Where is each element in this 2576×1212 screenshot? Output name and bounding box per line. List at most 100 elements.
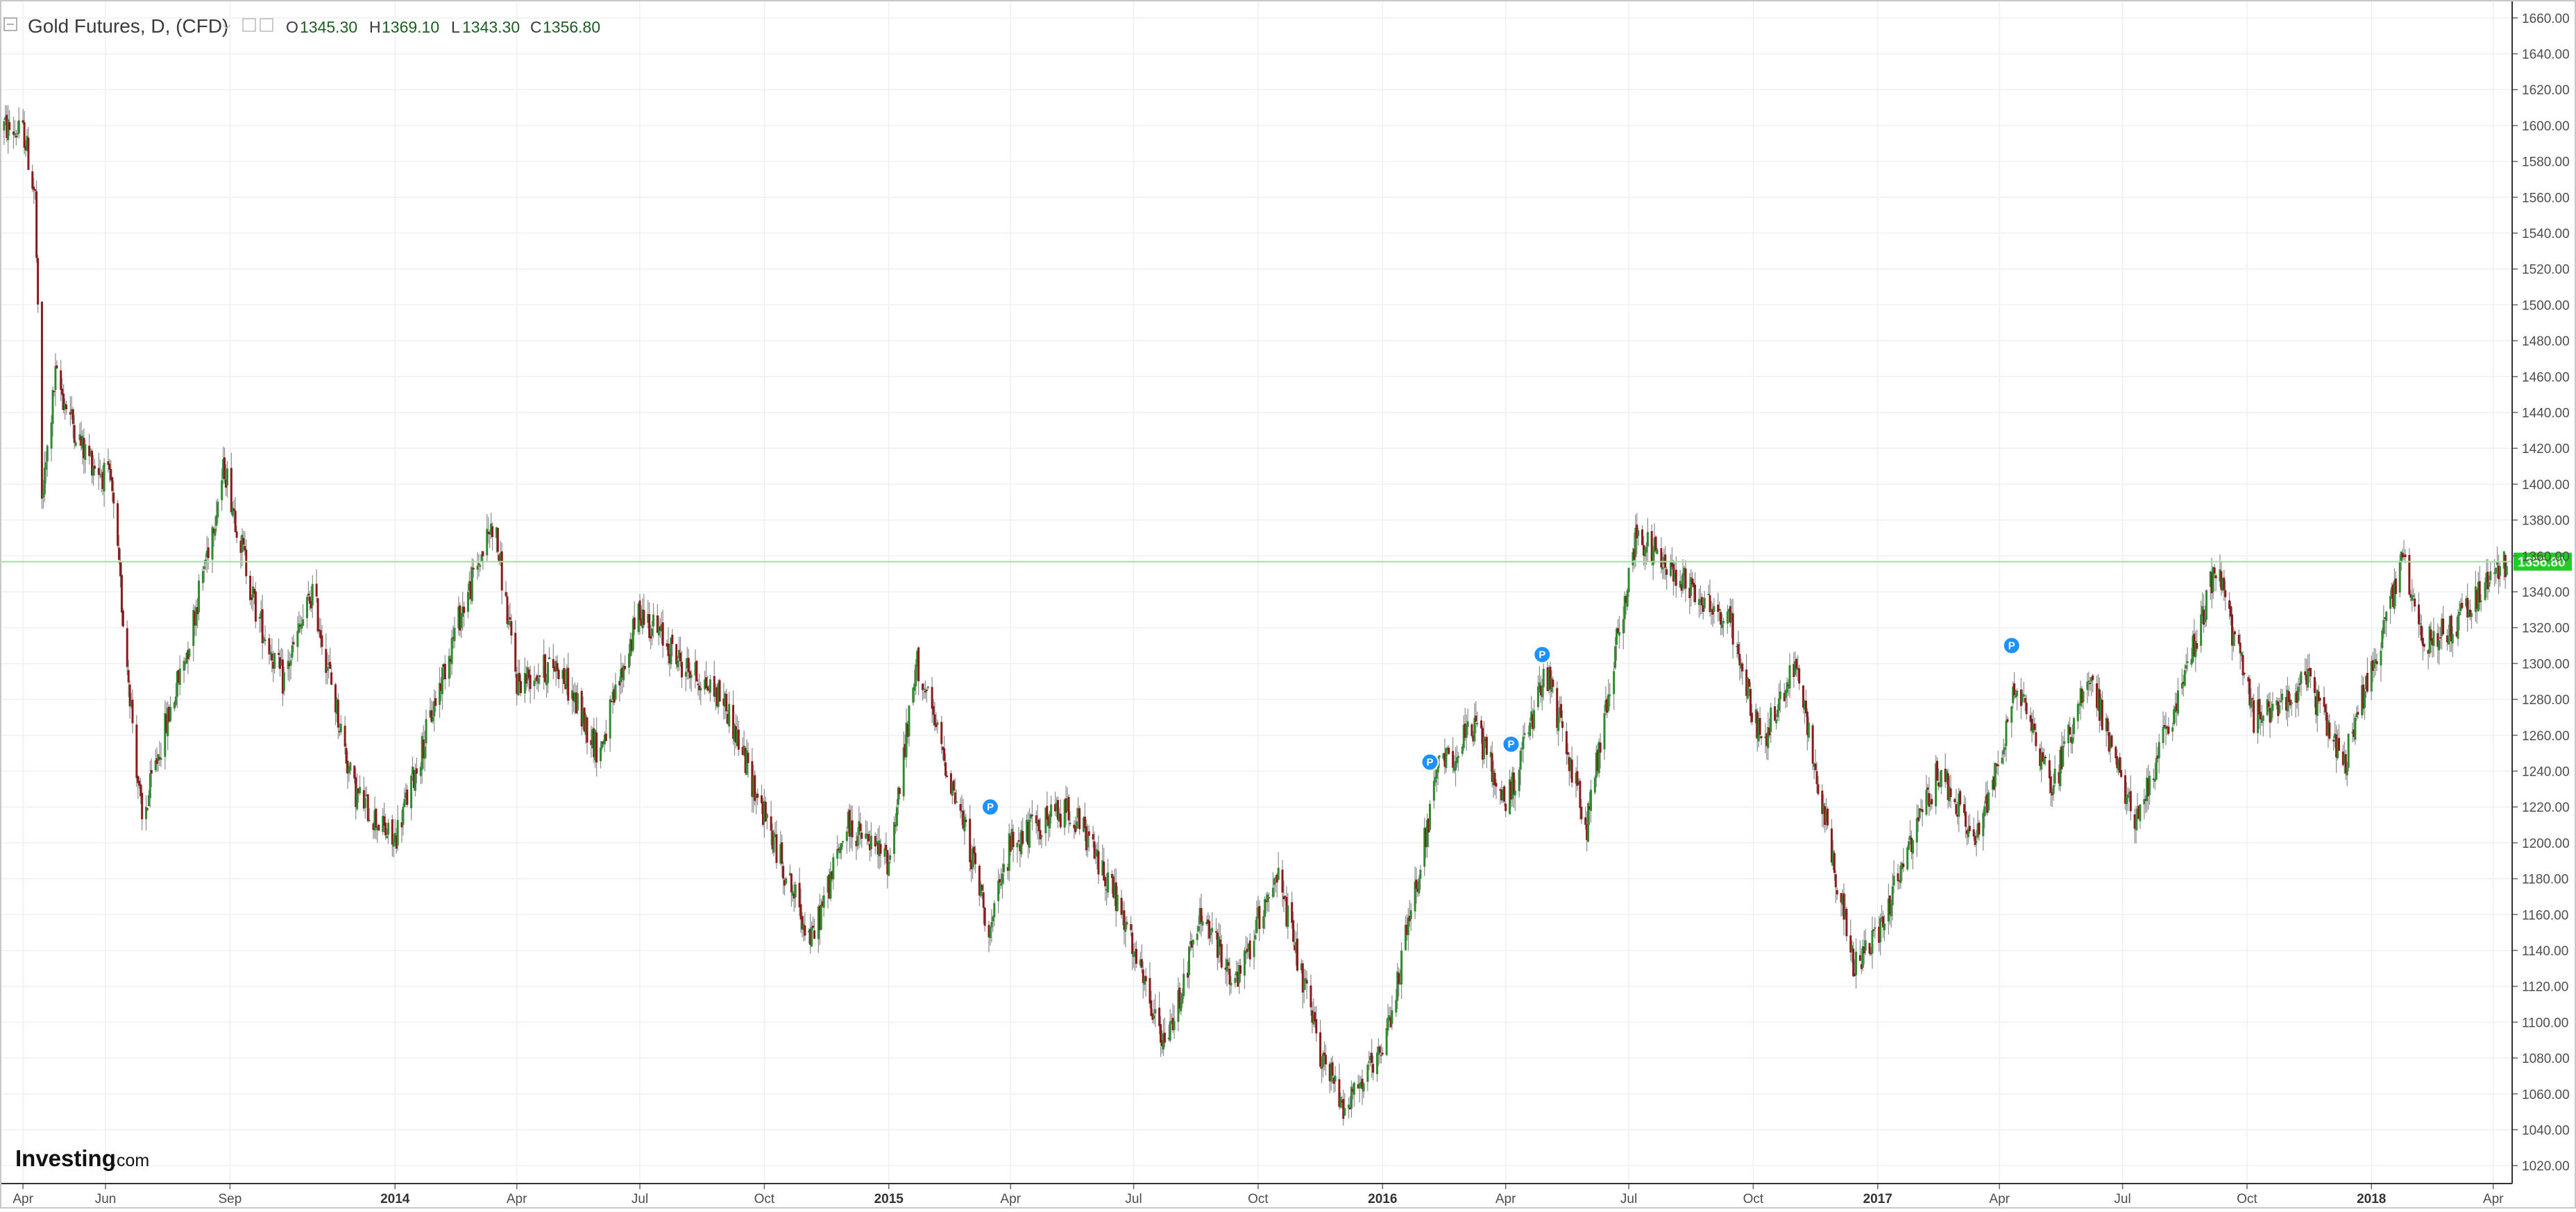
candle-down	[973, 846, 976, 854]
time-tick-label: Apr	[12, 1192, 33, 1206]
candle-up	[1189, 941, 1192, 945]
candle-up	[2005, 721, 2008, 746]
candle-up	[421, 735, 423, 770]
candle-down	[751, 761, 754, 797]
price-tick-label: 1160.00	[2522, 908, 2568, 923]
candle-down	[2220, 571, 2223, 590]
candle-up	[2240, 652, 2243, 656]
candle-up	[457, 606, 460, 629]
candle-up	[1366, 1064, 1369, 1082]
candle-up	[364, 798, 366, 808]
event-marker[interactable]: P	[2002, 636, 2021, 655]
candle-down	[1239, 965, 1242, 974]
candle-up	[1777, 698, 1780, 711]
candle-up	[471, 567, 473, 601]
candle-down	[2420, 625, 2423, 641]
candle-up	[2086, 681, 2089, 690]
candle-up	[1634, 527, 1637, 558]
candle-up	[897, 787, 899, 805]
candle-down	[1937, 782, 1940, 787]
candle-up	[414, 770, 416, 791]
candle-up	[652, 614, 655, 626]
candle-down	[1074, 826, 1077, 833]
event-marker[interactable]: P	[1502, 735, 1520, 753]
candle-up	[1210, 932, 1212, 935]
price-tick-label: 1080.00	[2522, 1052, 2570, 1066]
candle-down	[1840, 893, 1842, 903]
candle-up	[2355, 713, 2358, 717]
candle-up	[226, 468, 228, 486]
candle-down	[1750, 712, 1753, 722]
event-marker-icon[interactable]	[1533, 645, 1552, 664]
close-study-icon[interactable]	[260, 18, 273, 32]
candle-up	[1887, 898, 1890, 922]
candle-down	[2421, 638, 2424, 646]
candle-down	[2337, 737, 2340, 751]
candle-down	[1294, 945, 1296, 950]
price-tick-label: 1060.00	[2522, 1088, 2570, 1102]
candle-up	[1967, 828, 1969, 837]
candle-up	[1133, 953, 1135, 957]
candle-up	[1304, 978, 1307, 981]
candle-up	[808, 930, 811, 932]
candle-up	[905, 722, 908, 758]
candle-down	[1560, 703, 1563, 718]
candle-up	[2250, 699, 2253, 708]
candle-up	[2364, 676, 2367, 690]
candle-down	[2230, 606, 2232, 617]
candle-up	[554, 660, 557, 672]
event-marker[interactable]: P	[1533, 645, 1552, 664]
event-marker-icon[interactable]	[2002, 636, 2021, 655]
candle-down	[1997, 765, 1999, 767]
event-marker[interactable]: P	[1421, 753, 1439, 771]
candle-up	[997, 880, 1000, 901]
candle-down	[1054, 804, 1057, 812]
candle-down	[150, 770, 153, 774]
candle-up	[1359, 1082, 1362, 1087]
candle-up	[1538, 682, 1541, 690]
candle-down	[851, 820, 854, 837]
candle-up	[1784, 690, 1787, 699]
candle-down	[118, 547, 121, 561]
candle-down	[2051, 792, 2053, 796]
candle-down	[2357, 712, 2359, 715]
candle-up	[1453, 767, 1456, 771]
candle-down	[1292, 920, 1295, 942]
chevron-down-icon[interactable]	[223, 24, 231, 30]
candle-down	[2096, 683, 2099, 708]
candle-up	[1107, 872, 1110, 893]
candle-down	[268, 638, 271, 655]
candle-down	[1427, 818, 1430, 833]
candle-up	[241, 535, 244, 553]
markers-layer: P P P P P	[981, 636, 2021, 817]
candle-up	[1143, 976, 1146, 985]
candle-down	[667, 643, 670, 656]
candle-down	[831, 871, 833, 880]
candle-down	[1793, 664, 1795, 677]
event-marker-icon[interactable]	[1421, 753, 1439, 771]
collapse-legend-icon[interactable]	[3, 17, 17, 31]
candle-down	[1485, 737, 1488, 755]
candle-up	[1369, 1056, 1372, 1061]
candle-up	[432, 717, 434, 722]
event-marker-icon[interactable]	[981, 798, 999, 817]
event-marker[interactable]: P	[981, 798, 999, 817]
candle-down	[970, 860, 973, 870]
candle-down	[2267, 701, 2270, 708]
candle-up	[1616, 629, 1618, 645]
candle-down	[101, 472, 104, 489]
candle-up	[13, 133, 16, 136]
candle-up	[836, 848, 839, 859]
candle-down	[2182, 681, 2185, 684]
event-marker-icon[interactable]	[1502, 735, 1520, 753]
settings-icon[interactable]	[242, 18, 256, 32]
candle-up	[802, 923, 805, 930]
candle-down	[1123, 910, 1126, 930]
candle-down	[442, 664, 445, 667]
candle-down	[1372, 1064, 1375, 1073]
candle-up	[794, 884, 797, 898]
candle-up	[2370, 661, 2373, 692]
candle-down	[1112, 876, 1115, 898]
candle-up	[1697, 599, 1700, 606]
